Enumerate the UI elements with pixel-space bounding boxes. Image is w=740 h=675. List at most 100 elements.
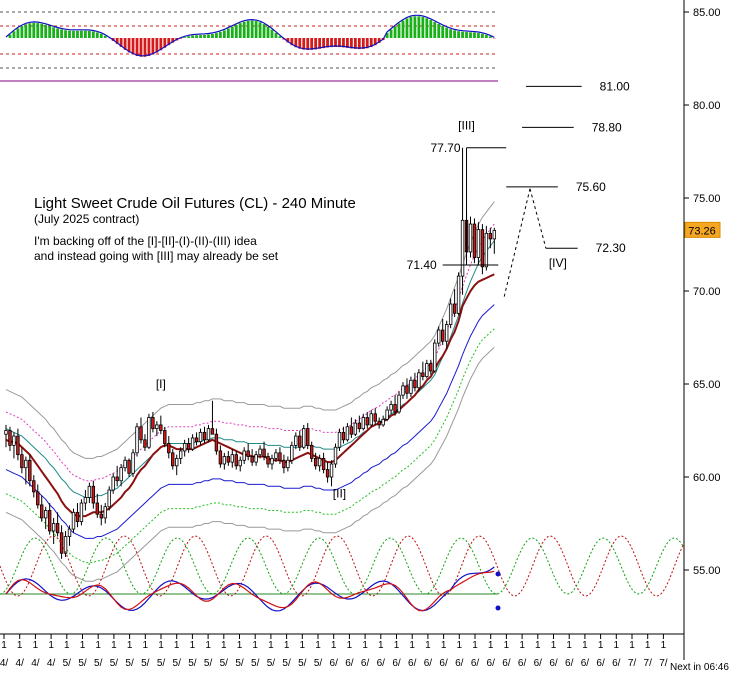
x-tick-hour: 1 bbox=[629, 640, 635, 651]
candle-up bbox=[337, 431, 342, 448]
candle-up bbox=[63, 536, 68, 554]
x-tick-label: 6/ bbox=[361, 658, 370, 669]
y-tick-label: 55.00 bbox=[693, 565, 721, 577]
candle-up bbox=[270, 457, 274, 465]
candle-up bbox=[361, 417, 365, 430]
projection-up bbox=[503, 188, 531, 297]
x-tick-label: 6/ bbox=[612, 658, 621, 669]
x-tick-label: 6/ bbox=[518, 658, 527, 669]
x-tick-label: 5/ bbox=[63, 658, 72, 669]
x-tick-label: 6/ bbox=[330, 658, 339, 669]
x-tick-label: 5/ bbox=[220, 658, 229, 669]
x-tick-label: 5/ bbox=[298, 658, 307, 669]
candle-up bbox=[107, 489, 111, 508]
candle-up bbox=[385, 409, 389, 420]
candle-up bbox=[198, 431, 203, 443]
x-tick-hour: 1 bbox=[17, 640, 23, 651]
projection-path bbox=[503, 188, 547, 297]
cycle-slow-line bbox=[5, 570, 495, 612]
candle-up bbox=[433, 342, 437, 372]
candle-up bbox=[456, 275, 461, 314]
candle-down bbox=[171, 452, 175, 467]
candle-up bbox=[484, 232, 489, 268]
candle-up bbox=[155, 424, 159, 430]
candle-down bbox=[421, 372, 425, 377]
candle-down bbox=[349, 426, 354, 435]
y-tick-label: 60.00 bbox=[693, 472, 721, 484]
candle-up bbox=[131, 452, 135, 474]
x-tick-label: 4/ bbox=[47, 658, 56, 669]
candle-down bbox=[226, 456, 231, 463]
candle-up bbox=[317, 457, 322, 467]
candle-down bbox=[282, 459, 286, 469]
candle-up bbox=[417, 372, 421, 389]
x-tick-label: 5/ bbox=[110, 658, 119, 669]
x-tick-label: 5/ bbox=[94, 658, 103, 669]
candle-down bbox=[214, 433, 219, 452]
candle-down bbox=[167, 443, 171, 454]
candle-down bbox=[36, 491, 40, 506]
candle-up bbox=[206, 428, 211, 441]
candle-up bbox=[4, 430, 8, 435]
x-tick-label: 7/ bbox=[644, 658, 653, 669]
y-tick-label: 75.00 bbox=[693, 193, 721, 205]
x-tick-hour: 1 bbox=[472, 640, 478, 651]
x-tick-label: 5/ bbox=[141, 658, 150, 669]
candle-down bbox=[405, 385, 409, 394]
candle-down bbox=[341, 431, 346, 441]
candle-up bbox=[87, 485, 92, 498]
candle-down bbox=[373, 413, 377, 422]
candle-up bbox=[24, 459, 28, 469]
candle-up bbox=[353, 422, 358, 435]
candle-down bbox=[16, 435, 20, 456]
candle-up bbox=[147, 417, 151, 448]
x-tick-hour: 1 bbox=[504, 640, 510, 651]
x-axis: 1 4/1 4/1 4/1 4/1 5/1 5/1 5/1 5/1 5/1 5/1 5/1 5/1 5/1… bbox=[0, 634, 668, 669]
x-tick-label: 6/ bbox=[392, 658, 401, 669]
candle-down bbox=[309, 444, 314, 459]
cycle-marker-dot bbox=[495, 605, 501, 611]
candle-down bbox=[365, 417, 369, 426]
candle-down bbox=[452, 303, 457, 314]
wave-label: [III] bbox=[458, 118, 475, 132]
candle-up bbox=[329, 463, 334, 478]
candle-up bbox=[103, 506, 107, 519]
note-line-2: and instead going with [III] may already… bbox=[34, 249, 279, 263]
candle-down bbox=[440, 329, 445, 342]
price-level-label: 75.60 bbox=[576, 180, 606, 194]
x-tick-hour: 1 bbox=[268, 640, 274, 651]
candle-down bbox=[20, 454, 24, 469]
candle-up bbox=[492, 229, 497, 240]
candle-up bbox=[437, 329, 441, 344]
candle-up bbox=[44, 510, 48, 519]
x-tick-label: 6/ bbox=[424, 658, 433, 669]
price-level-label: 77.70 bbox=[430, 141, 460, 155]
candle-down bbox=[321, 457, 326, 470]
candle-down bbox=[91, 485, 96, 504]
candle-up bbox=[258, 448, 262, 456]
next-bar-countdown: Next in 06:46 bbox=[670, 662, 729, 673]
wave-labels: [I] [II] [III] [IV] bbox=[156, 118, 567, 500]
candle-down bbox=[8, 430, 12, 446]
candle-up bbox=[286, 459, 290, 469]
candle-down bbox=[313, 457, 318, 467]
candle-up bbox=[79, 502, 84, 523]
candle-down bbox=[163, 430, 167, 444]
price-level-lines: 81.00 78.80 77.70 75.60 72.30 71.40 bbox=[407, 79, 630, 272]
x-tick-hour: 1 bbox=[237, 640, 243, 651]
last-price-box bbox=[684, 221, 721, 238]
x-tick-label: 6/ bbox=[581, 658, 590, 669]
wave-label: [IV] bbox=[549, 256, 567, 270]
x-tick-label: 5/ bbox=[235, 658, 244, 669]
candle-down bbox=[75, 511, 80, 523]
candlestick-series bbox=[4, 147, 497, 559]
x-tick-hour: 1 bbox=[394, 640, 400, 651]
candle-down bbox=[55, 523, 60, 534]
candle-up bbox=[230, 454, 234, 463]
candle-up bbox=[444, 324, 449, 342]
x-tick-hour: 1 bbox=[441, 640, 447, 651]
candle-up bbox=[182, 443, 187, 452]
candle-down bbox=[159, 424, 163, 431]
x-tick-label: 5/ bbox=[157, 658, 166, 669]
